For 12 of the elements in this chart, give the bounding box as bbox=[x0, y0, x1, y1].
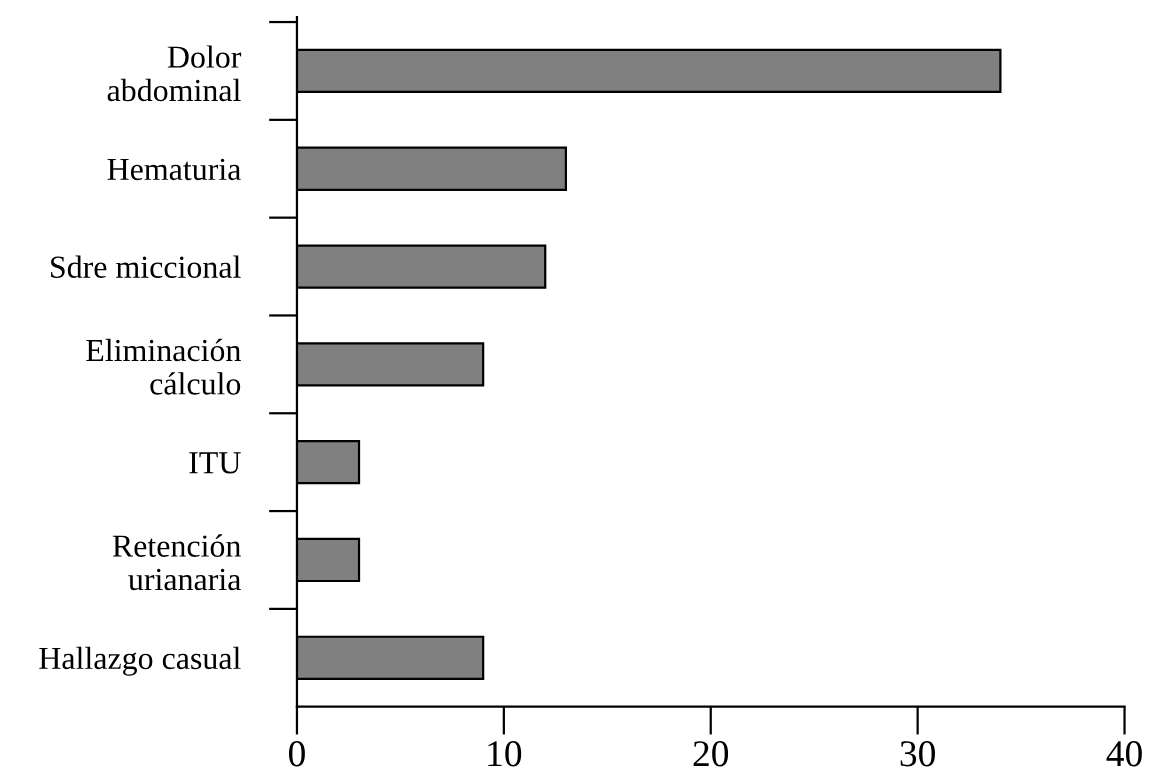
y-tick-label: Hematuria bbox=[107, 158, 241, 181]
x-tick-label: 40 bbox=[1106, 741, 1142, 767]
x-tick-label: 0 bbox=[289, 741, 305, 767]
y-tick-label: Hallazgo casual bbox=[39, 646, 241, 676]
y-tick-label: ITU bbox=[189, 452, 241, 474]
y-tick-label: Retención urianaria bbox=[112, 534, 241, 591]
y-tick-label: Eliminación cálculo bbox=[86, 338, 241, 395]
y-tick-label: Sdre miccional bbox=[51, 255, 241, 278]
x-tick-label: 20 bbox=[693, 741, 729, 767]
x-tick-label: 10 bbox=[488, 741, 522, 767]
y-tick-label: Dolor abdominal bbox=[107, 45, 242, 102]
x-tick-label: 30 bbox=[900, 741, 935, 767]
